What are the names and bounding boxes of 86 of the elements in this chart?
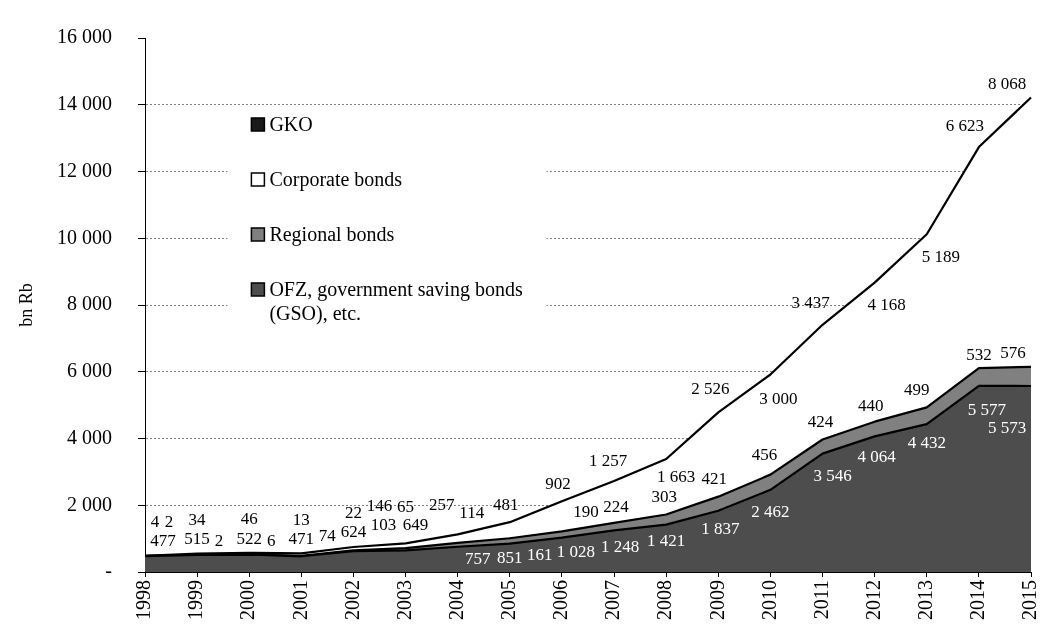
data-label: 499 — [904, 379, 930, 399]
x-tick-label: 1998 — [132, 580, 155, 620]
data-label: 1 248 — [600, 536, 640, 556]
data-label: 8 068 — [987, 73, 1027, 93]
data-label: 114 — [459, 503, 485, 523]
x-tick-label: 2008 — [653, 580, 676, 620]
data-label: 1 028 — [556, 542, 596, 562]
x-tick-label: 2007 — [601, 580, 624, 620]
data-label: 5 573 — [987, 418, 1027, 438]
y-tick-label: 16 000 — [57, 25, 112, 48]
data-label: 649 — [402, 514, 429, 534]
data-label: 4 064 — [857, 446, 897, 466]
y-tick-label: 6 000 — [67, 359, 112, 381]
x-tick-label: 2004 — [444, 580, 467, 620]
y-tick-label: 2 000 — [67, 492, 112, 515]
data-label: 4 — [150, 512, 160, 532]
legend-label: OFZ, government saving bonds (GSO), etc. — [269, 277, 523, 325]
data-label: 2 — [164, 512, 174, 532]
data-label: 103 — [370, 515, 397, 535]
data-label: 1 421 — [647, 531, 686, 551]
legend-label: Regional bonds — [269, 222, 395, 246]
y-tick-label: 14 000 — [57, 92, 112, 114]
data-label: 515 — [184, 529, 210, 549]
y-axis-title: bn Rb — [15, 283, 36, 327]
y-tick-label: - — [105, 559, 112, 582]
data-label: 74 — [318, 525, 337, 545]
y-tick-label: 4 000 — [67, 425, 112, 448]
x-tick-label: 1999 — [184, 580, 207, 620]
data-label: 3 000 — [759, 388, 798, 408]
x-tick-label: 2006 — [549, 580, 572, 620]
data-label: 1 257 — [588, 451, 628, 471]
x-tick-label: 2010 — [757, 580, 780, 620]
x-tick-label: 2002 — [340, 580, 363, 620]
data-label: 4 168 — [867, 295, 906, 315]
x-tick-label: 2003 — [392, 580, 415, 620]
y-tick-label: 10 000 — [57, 225, 112, 248]
data-label: 456 — [751, 445, 778, 465]
data-label: 13 — [292, 510, 310, 530]
data-label: 902 — [545, 473, 571, 493]
data-label: 757 — [464, 549, 491, 569]
x-tick-label: 2009 — [705, 580, 728, 620]
data-label: 2 526 — [691, 378, 730, 398]
data-label: 3 546 — [813, 466, 852, 486]
x-tick-label: 2005 — [497, 580, 520, 620]
legend-label: Corporate bonds — [269, 167, 403, 191]
data-label: 471 — [288, 528, 315, 548]
data-label: 522 — [236, 529, 262, 549]
data-label: 532 — [966, 344, 992, 364]
data-label: 46 — [240, 509, 258, 529]
y-tick-label: 8 000 — [67, 292, 112, 315]
data-label: 2 462 — [751, 502, 790, 522]
data-label: 1 663 — [657, 467, 696, 487]
data-label: 146 — [366, 495, 393, 515]
data-label: 3 437 — [791, 293, 831, 313]
data-label: 576 — [1000, 343, 1026, 363]
x-tick-label: 2012 — [861, 580, 884, 620]
data-label: 2 — [214, 531, 224, 551]
data-label: 190 — [573, 501, 599, 521]
data-label: 65 — [397, 496, 415, 516]
legend-label: GKO — [269, 112, 313, 135]
data-label: 34 — [188, 510, 207, 530]
data-label: 481 — [493, 494, 519, 514]
data-label: 440 — [857, 396, 884, 416]
x-tick-label: 2014 — [966, 580, 989, 620]
data-label: 22 — [344, 502, 362, 522]
data-label: 6 623 — [945, 115, 985, 135]
data-label: 224 — [603, 497, 630, 517]
x-tick-label: 2000 — [236, 580, 259, 620]
data-label: 424 — [807, 411, 834, 431]
data-label: 5 577 — [967, 400, 1007, 420]
data-label: 421 — [701, 469, 728, 489]
y-tick-label: 12 000 — [57, 158, 112, 181]
x-tick-label: 2013 — [914, 580, 937, 620]
data-label: 6 — [266, 530, 276, 550]
data-label: 1 837 — [701, 519, 740, 539]
x-tick-label: 2001 — [288, 580, 311, 620]
x-tick-label: 2011 — [809, 580, 832, 620]
data-label: 161 — [527, 544, 553, 564]
data-label: 624 — [340, 521, 367, 541]
data-label: 477 — [150, 530, 177, 550]
x-tick-label: 2015 — [1018, 580, 1041, 620]
data-label: 851 — [497, 548, 523, 568]
data-label: 5 189 — [921, 246, 960, 266]
data-label: 257 — [428, 494, 455, 514]
data-label: 4 432 — [907, 432, 946, 452]
data-label: 303 — [651, 486, 677, 506]
